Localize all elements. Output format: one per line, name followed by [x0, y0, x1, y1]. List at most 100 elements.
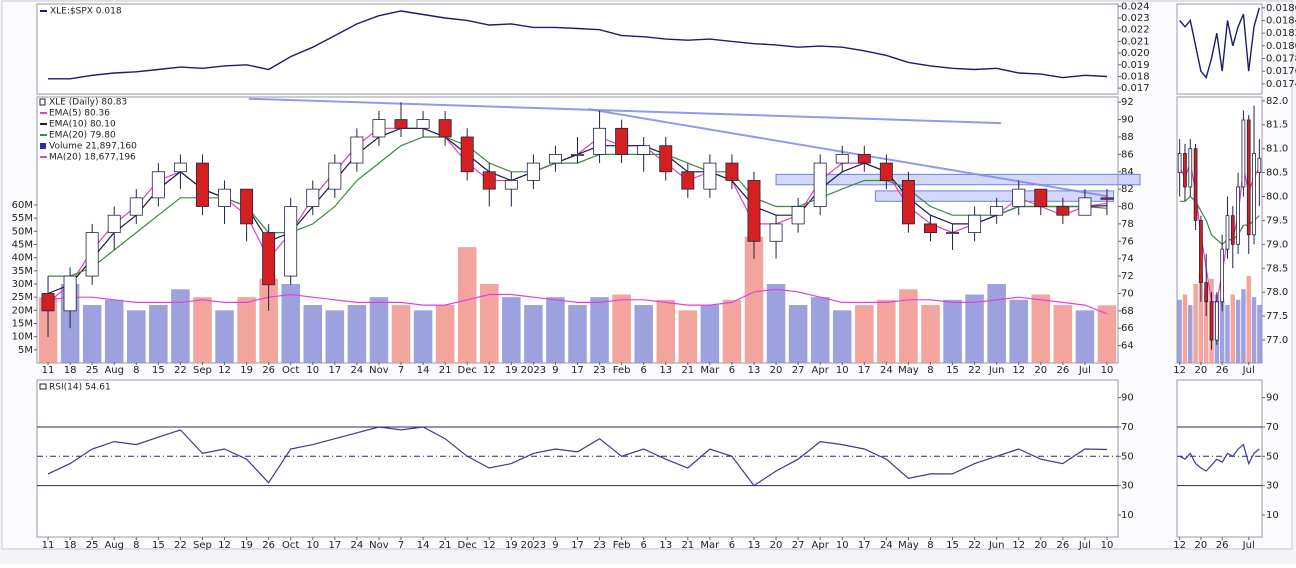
volume-bar — [965, 294, 984, 363]
legend-label: EMA(5) 80.36 — [49, 109, 110, 119]
x-tick-label: 20 — [770, 540, 783, 551]
candle-body — [372, 119, 386, 138]
x-tick-label: 2023 — [521, 540, 546, 551]
x-tick-label: Dec — [458, 540, 477, 551]
x-tick-label: 10 — [1101, 540, 1114, 551]
x-tick-label: 26 — [1216, 365, 1229, 376]
x-tick-label: 13 — [659, 365, 672, 376]
volume-bar — [413, 310, 433, 363]
x-tick-label: 17 — [858, 540, 871, 551]
y-tick-label: 70 — [1266, 422, 1279, 433]
candle-body — [681, 171, 695, 190]
volume-bar — [1188, 305, 1193, 363]
candle-body — [1257, 157, 1262, 173]
y-tick-label: 0.018 — [1121, 71, 1150, 82]
x-tick-label: 25 — [86, 365, 99, 376]
volume-bar — [921, 305, 940, 363]
y-tick-label: 10 — [1121, 510, 1134, 521]
x-tick-label: 10 — [1101, 365, 1114, 376]
x-tick-label: 10 — [306, 365, 319, 376]
y-tick-label: 74 — [1121, 254, 1134, 265]
volume-bar — [127, 310, 146, 363]
x-tick-label: 6 — [640, 365, 646, 376]
x-tick-label: 18 — [64, 365, 77, 376]
volume-bar — [568, 305, 587, 363]
candle-body — [350, 136, 364, 164]
x-tick-label: Oct — [282, 365, 299, 376]
x-tick-label: 20 — [1195, 365, 1208, 376]
candle-body — [747, 180, 761, 242]
y-tick-label: 0.017 — [1121, 83, 1150, 94]
y-tick-label: 0.0176 — [1266, 66, 1296, 77]
y-tick-label: 0.020 — [1121, 48, 1150, 59]
volume-tick-label: 30M — [12, 279, 33, 290]
volume-tick-label: 45M — [12, 239, 33, 250]
volume-bar — [1182, 294, 1188, 363]
y-tick-label: 84 — [1121, 167, 1134, 178]
panel-frame — [36, 3, 1119, 95]
y-tick-label: 50 — [1121, 451, 1134, 462]
volume-bar — [1251, 297, 1257, 363]
volume-bar — [171, 289, 190, 363]
volume-bar — [502, 297, 521, 363]
volume-bar — [1246, 276, 1251, 363]
y-tick-label: 70 — [1121, 422, 1134, 433]
x-tick-label: Jul — [1242, 365, 1255, 376]
y-tick-label: 0.0184 — [1266, 15, 1296, 26]
candle-body — [835, 153, 849, 164]
legend-label: RSI(14) 54.61 — [49, 383, 111, 393]
x-tick-label: 21 — [681, 540, 694, 551]
y-tick-label: 78 — [1121, 219, 1134, 230]
x-tick-label: 12 — [483, 540, 496, 551]
candle-body — [151, 171, 165, 199]
x-tick-label: 9 — [552, 540, 558, 551]
candle-body — [1056, 206, 1070, 216]
y-tick-label: 70 — [1121, 288, 1134, 299]
legend-swatch — [39, 383, 47, 390]
ratio-line — [1179, 7, 1260, 79]
x-tick-label: 22 — [968, 365, 981, 376]
candle-body — [1252, 153, 1256, 236]
volume-bar — [810, 297, 830, 363]
y-tick-label: 66 — [1121, 323, 1134, 334]
volume-bar — [877, 299, 896, 363]
x-tick-label: 24 — [880, 540, 893, 551]
x-tick-label: Jul — [1078, 540, 1091, 551]
x-tick-label: 12 — [218, 540, 231, 551]
volume-bar — [546, 297, 565, 363]
x-tick-label: 26 — [262, 540, 275, 551]
candle-body — [1241, 119, 1246, 188]
candle-body — [1209, 301, 1214, 341]
x-tick-label: 17 — [328, 365, 341, 376]
volume-tick-label: 10M — [12, 332, 33, 343]
volume-bar — [457, 247, 477, 363]
x-tick-label: 8 — [927, 540, 933, 551]
x-tick-label: 20 — [770, 365, 783, 376]
volume-bar — [634, 305, 653, 363]
candle-body — [107, 214, 121, 234]
y-tick-label: 77.5 — [1266, 311, 1288, 322]
candle-body — [659, 145, 673, 173]
volume-tick-label: 15M — [12, 318, 33, 329]
y-tick-label: 80.0 — [1266, 192, 1288, 203]
volume-bar — [1193, 283, 1198, 363]
x-tick-label: 24 — [351, 540, 364, 551]
y-tick-label: 68 — [1121, 306, 1134, 317]
y-tick-label: 82 — [1121, 184, 1134, 195]
volume-bar — [1031, 294, 1051, 363]
volume-bar — [943, 299, 962, 363]
x-tick-label: 21 — [439, 540, 452, 551]
x-tick-label: 19 — [240, 365, 253, 376]
x-tick-label: 19 — [505, 540, 518, 551]
candle-body — [394, 119, 408, 129]
x-tick-label: 20 — [1195, 540, 1208, 551]
x-tick-label: 12 — [1012, 365, 1025, 376]
candle-body — [416, 119, 430, 129]
volume-bar — [479, 283, 499, 363]
x-tick-label: 15 — [152, 365, 165, 376]
volume-bar — [82, 305, 102, 363]
volume-bar — [215, 310, 234, 363]
x-tick-label: 14 — [417, 365, 430, 376]
y-tick-label: 30 — [1121, 481, 1134, 492]
